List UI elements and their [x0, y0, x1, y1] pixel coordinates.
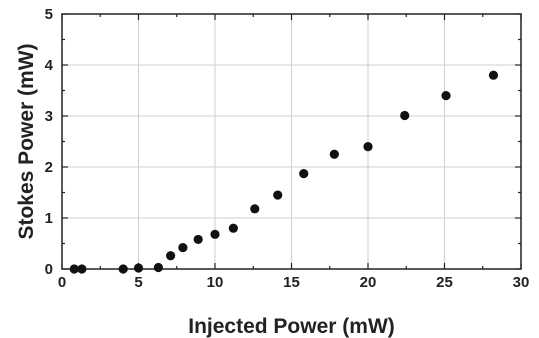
data-point: [210, 229, 220, 239]
data-point: [77, 264, 87, 274]
x-tick-label: 5: [134, 274, 142, 291]
y-tick-label: 3: [45, 108, 53, 125]
x-tick-label: 20: [360, 274, 377, 291]
x-axis-title: Injected Power (mW): [188, 315, 395, 338]
x-tick-label: 30: [513, 274, 530, 291]
x-tick-label: 10: [207, 274, 224, 291]
data-point: [228, 223, 238, 233]
data-point: [193, 234, 203, 245]
y-tick-label: 5: [45, 6, 53, 23]
y-tick-label: 4: [45, 57, 54, 74]
data-point: [153, 262, 163, 273]
data-point: [69, 264, 79, 274]
data-point: [299, 169, 309, 179]
grid-lines: [62, 14, 521, 269]
x-tick-label: 15: [283, 274, 300, 291]
data-point: [166, 251, 176, 261]
y-tick-label: 0: [45, 261, 53, 278]
data-point: [133, 263, 144, 273]
y-tick-label: 1: [45, 210, 53, 227]
y-axis-title: Stokes Power (mW): [15, 43, 38, 239]
y-tick-label: 2: [45, 159, 53, 176]
axis-ticks: [61, 13, 522, 270]
x-tick-label: 25: [436, 274, 453, 291]
data-point: [400, 110, 410, 121]
data-points: [69, 70, 499, 274]
x-tick-label: 0: [58, 274, 66, 291]
data-point: [488, 70, 499, 80]
data-point: [178, 242, 188, 253]
data-point: [329, 149, 339, 159]
data-point: [363, 142, 373, 152]
x-tick-labels: 0 5 10 15 20 25 30: [58, 274, 530, 291]
data-point: [250, 204, 260, 214]
data-point: [441, 91, 451, 101]
data-point: [273, 190, 283, 200]
data-point: [118, 264, 128, 274]
y-tick-labels: 0 1 2 3 4 5: [45, 6, 54, 278]
